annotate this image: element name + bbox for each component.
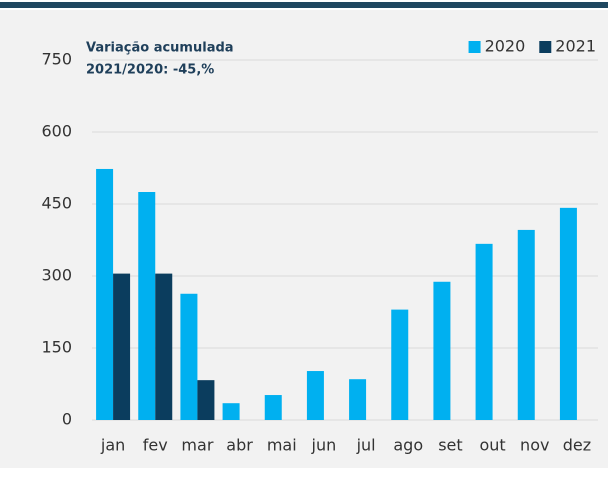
x-tick-label: jul [356,436,376,455]
x-tick-label: fev [143,436,168,455]
y-tick-label: 0 [62,410,72,429]
legend-label: 2021 [555,37,596,56]
x-tick-label: abr [226,436,253,455]
bar [264,395,282,420]
chart-panel [0,10,608,468]
bar [517,229,535,420]
bar [559,207,577,420]
y-tick-label: 750 [41,50,72,69]
annotation: Variação acumulada [86,41,234,56]
x-tick-label: set [438,436,462,455]
x-tick-label: jun [311,436,337,455]
top-rule [0,2,608,8]
legend-swatch [468,41,481,53]
bar [349,379,367,420]
bar [138,192,156,420]
y-tick-label: 600 [41,122,72,141]
bar [155,273,173,420]
legend-label: 2020 [485,37,526,56]
bar [306,371,324,420]
x-tick-label: out [479,436,505,455]
x-tick-label: nov [520,436,549,455]
x-tick-label: jan [100,436,125,455]
x-tick-label: dez [563,436,591,455]
x-tick-label: mai [267,436,297,455]
y-tick-label: 150 [41,338,72,357]
annotation: 2021/2020: -45,% [86,63,214,78]
bar [113,273,131,420]
x-tick-label: ago [393,436,423,455]
bar [433,281,451,420]
y-tick-label: 450 [41,194,72,213]
x-tick-label: mar [181,436,213,455]
bar [197,380,215,420]
bar [222,403,240,420]
bar [96,168,114,420]
legend-swatch [539,41,552,53]
bar [391,309,409,420]
bar [475,243,493,420]
y-tick-label: 300 [41,266,72,285]
bar [180,293,198,420]
